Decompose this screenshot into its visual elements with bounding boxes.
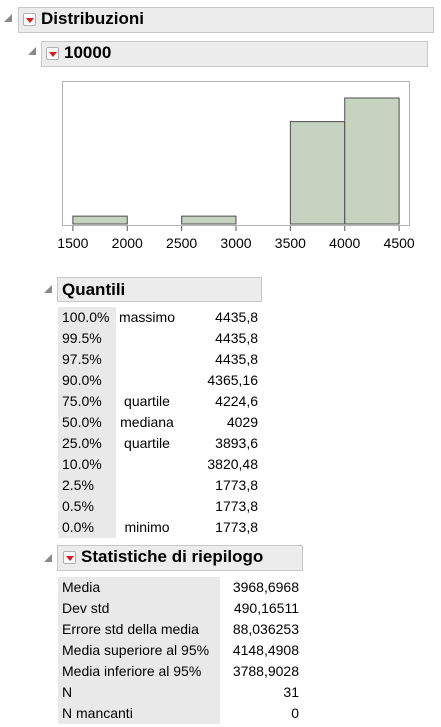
- summary-label: Errore std della media: [62, 621, 199, 637]
- variable-title: 10000: [64, 43, 112, 62]
- quantile-label: mediana: [120, 414, 174, 430]
- table-row: 90.0% 4365,16: [58, 370, 266, 391]
- quantile-value: 4435,8: [215, 309, 258, 325]
- histogram-bar[interactable]: [72, 215, 128, 225]
- distribuzioni-header[interactable]: [18, 7, 434, 33]
- summary-value: 0: [291, 705, 299, 721]
- quantile-percent: 90.0%: [62, 372, 102, 388]
- quantile-value: 1773,8: [215, 477, 258, 493]
- summary-label: Media inferiore al 95%: [62, 663, 202, 679]
- quantile-percent: 75.0%: [62, 393, 102, 409]
- x-tick-label: 3500: [274, 235, 306, 251]
- summary-table: Media 3968,6968 Dev std 490,16511 Errore std…: [58, 577, 304, 725]
- table-row: 97.5% 4435,8: [58, 349, 266, 370]
- report-title: Distribuzioni: [41, 9, 144, 28]
- quantile-label: quartile: [124, 393, 170, 409]
- x-tick-label: 2500: [166, 235, 198, 251]
- quantile-value: 4224,6: [215, 393, 258, 409]
- quantile-label: massimo: [118, 309, 175, 325]
- table-row: Media superiore al 95% 4148,4908: [58, 640, 304, 661]
- histogram-bar[interactable]: [289, 121, 346, 225]
- quantile-percent: 0.0%: [62, 519, 94, 535]
- x-tick-label: 3000: [220, 235, 252, 251]
- table-row: Dev std 490,16511: [58, 598, 304, 619]
- table-row: 100.0% massimo 4435,8: [58, 307, 266, 328]
- table-row: 2.5% 1773,8: [58, 475, 266, 496]
- quantile-label: quartile: [124, 435, 170, 451]
- table-row: Media 3968,6968: [58, 577, 304, 598]
- red-triangle-menu-icon[interactable]: [63, 551, 76, 564]
- x-tick-label: 1500: [57, 235, 89, 251]
- disclosure-triangle-statistiche[interactable]: [44, 554, 52, 562]
- histogram[interactable]: [0, 0, 441, 260]
- summary-value: 4148,4908: [232, 642, 299, 658]
- quantile-percent: 10.0%: [62, 456, 102, 472]
- summary-label: N mancanti: [62, 705, 133, 721]
- histogram-frame: [62, 81, 410, 226]
- quantile-percent: 99.5%: [62, 330, 102, 346]
- table-row: 10.0% 3820,48: [58, 454, 266, 475]
- table-row: Media inferiore al 95% 3788,9028: [58, 661, 304, 682]
- disclosure-triangle-distribuzioni[interactable]: [4, 14, 12, 22]
- table-row: 0.0% minimo 1773,8: [58, 517, 266, 538]
- summary-value: 31: [283, 684, 299, 700]
- variable-header[interactable]: [41, 41, 428, 67]
- quantile-value: 1773,8: [215, 498, 258, 514]
- disclosure-triangle-variable[interactable]: [28, 47, 36, 55]
- summary-label: Dev std: [62, 600, 110, 616]
- red-triangle-menu-icon[interactable]: [23, 13, 36, 26]
- table-row: 50.0% mediana 4029: [58, 412, 266, 433]
- table-row: 99.5% 4435,8: [58, 328, 266, 349]
- quantile-percent: 2.5%: [62, 477, 94, 493]
- histogram-x-axis: 1500 2000 2500 3000 3500 4000 4500: [0, 235, 441, 253]
- histogram-bar[interactable]: [344, 97, 400, 225]
- summary-value: 88,036253: [232, 621, 299, 637]
- table-row: Errore std della media 88,036253: [58, 619, 304, 640]
- quantile-percent: 100.0%: [62, 309, 110, 325]
- quantile-value: 4435,8: [215, 330, 258, 346]
- quantile-value: 1773,8: [215, 519, 258, 535]
- quantili-title: Quantili: [62, 280, 126, 299]
- x-tick-label: 4000: [329, 235, 361, 251]
- summary-value: 3968,6968: [232, 579, 299, 595]
- table-row: N 31: [58, 682, 304, 703]
- statistiche-title: Statistiche di riepilogo: [81, 547, 264, 566]
- table-row: N mancanti 0: [58, 703, 304, 724]
- quantili-header[interactable]: [57, 277, 262, 302]
- quantiles-table: 100.0% massimo 4435,8 99.5% 4435,8 97.5% 4435,…: [58, 307, 266, 539]
- statistiche-header[interactable]: [57, 545, 303, 571]
- quantiles-pct-column-shade: [58, 307, 116, 538]
- quantile-percent: 97.5%: [62, 351, 102, 367]
- quantile-value: 3820,48: [207, 456, 258, 472]
- table-row: 0.5% 1773,8: [58, 496, 266, 517]
- red-triangle-menu-icon[interactable]: [46, 47, 59, 60]
- histogram-bar[interactable]: [181, 215, 237, 225]
- quantile-percent: 50.0%: [62, 414, 102, 430]
- quantile-percent: 0.5%: [62, 498, 94, 514]
- summary-label-column-shade: [58, 577, 220, 724]
- disclosure-triangle-quantili[interactable]: [44, 285, 52, 293]
- x-tick-label: 4500: [383, 235, 415, 251]
- quantile-value: 4435,8: [215, 351, 258, 367]
- summary-value: 3788,9028: [232, 663, 299, 679]
- quantile-value: 4365,16: [207, 372, 258, 388]
- quantile-percent: 25.0%: [62, 435, 102, 451]
- table-row: 75.0% quartile 4224,6: [58, 391, 266, 412]
- summary-label: N: [62, 684, 73, 700]
- summary-label: Media: [62, 579, 101, 595]
- summary-value: 490,16511: [233, 600, 299, 616]
- quantile-value: 4029: [226, 414, 258, 430]
- table-row: 25.0% quartile 3893,6: [58, 433, 266, 454]
- x-tick-label: 2000: [111, 235, 143, 251]
- summary-label: Media superiore al 95%: [62, 642, 210, 658]
- quantile-label: minimo: [124, 519, 170, 535]
- quantile-value: 3893,6: [215, 435, 258, 451]
